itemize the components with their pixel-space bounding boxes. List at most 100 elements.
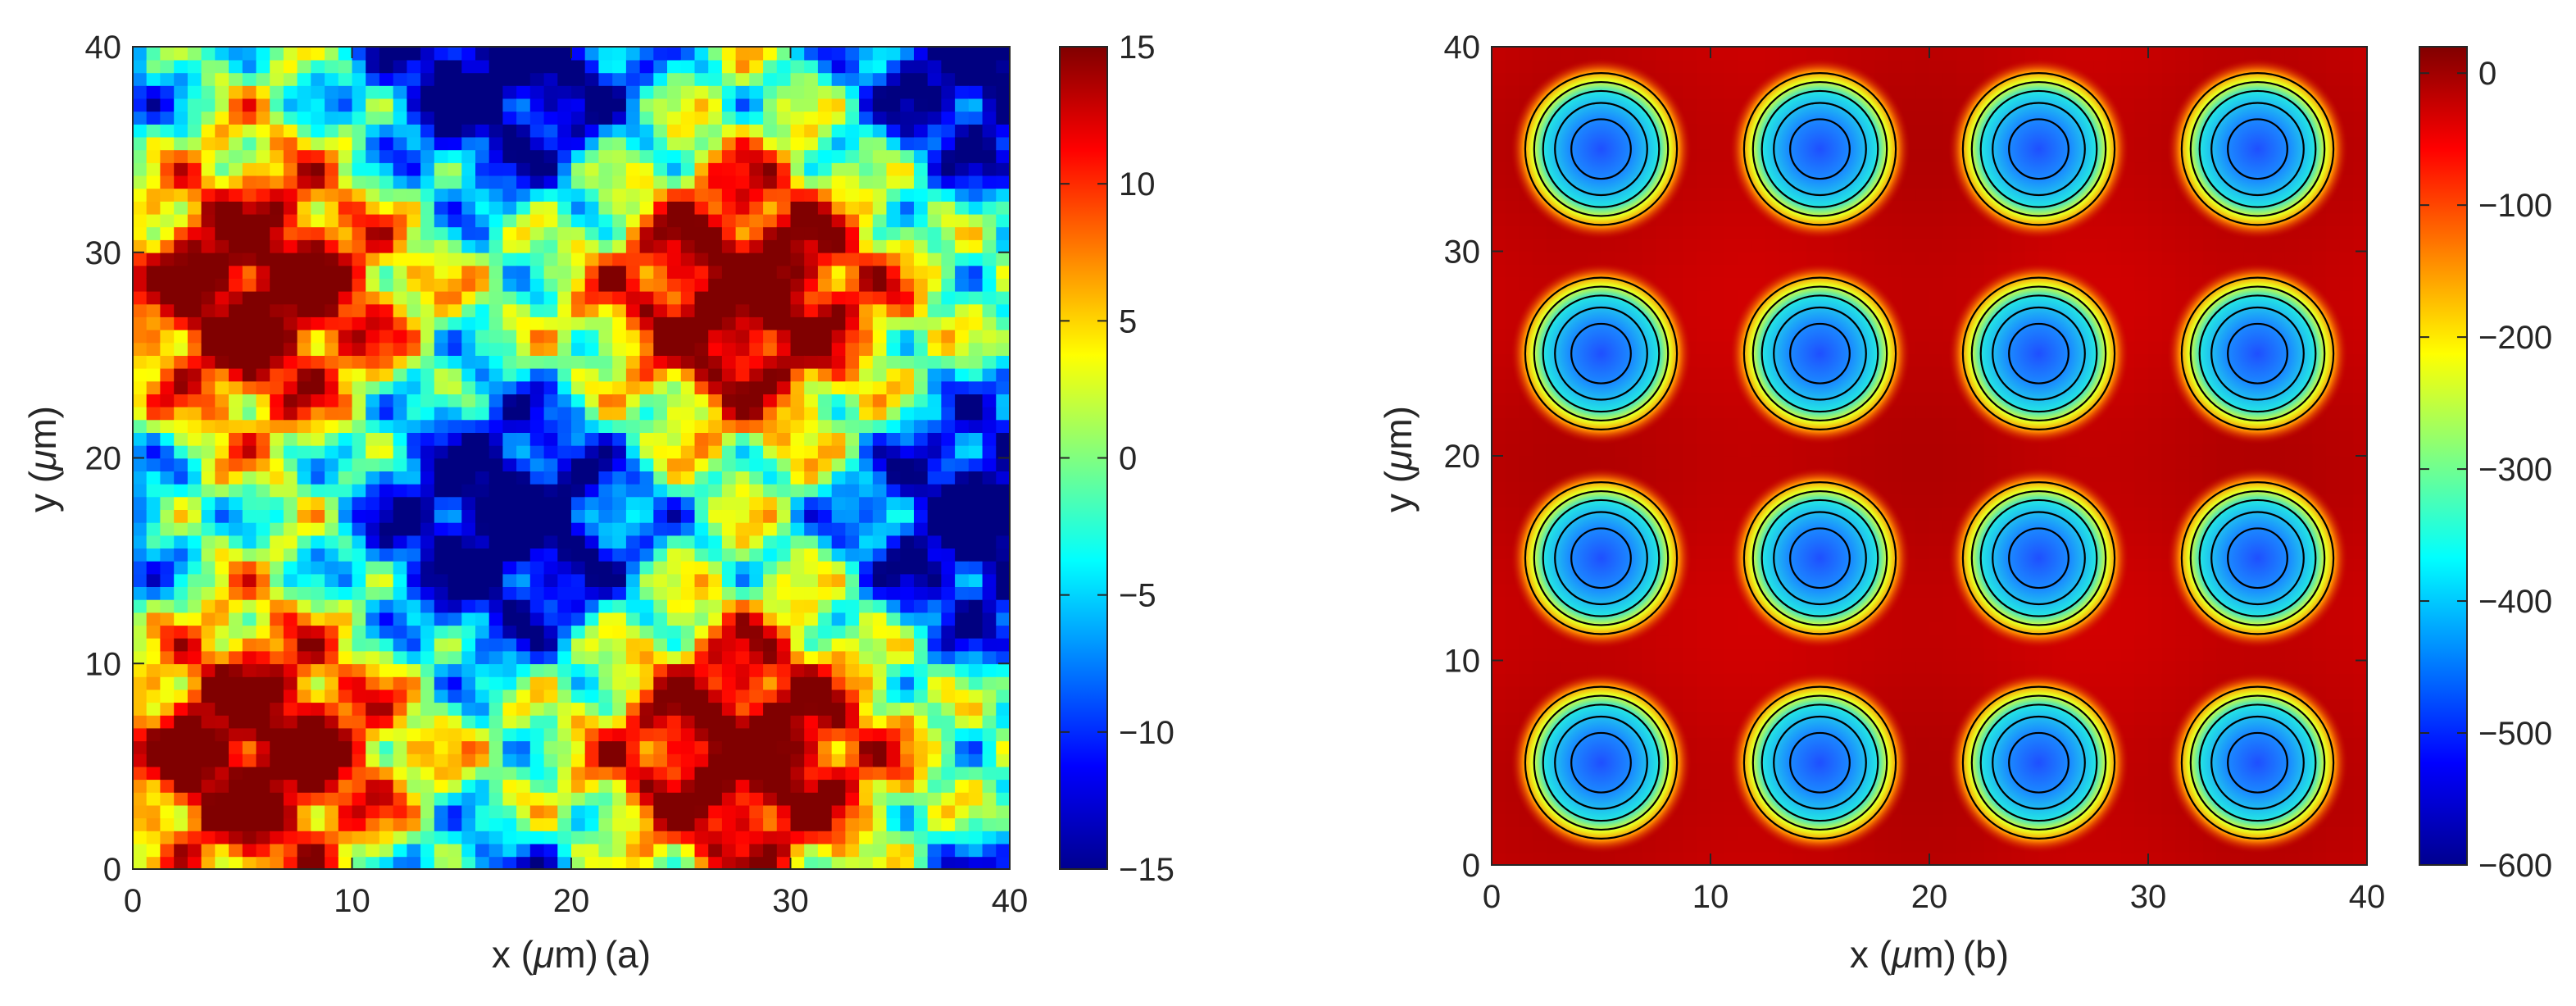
heatmap-cell (1656, 47, 1670, 61)
heatmap-cell (763, 329, 778, 344)
heatmap-cell (900, 136, 915, 151)
heatmap-cell (735, 599, 751, 613)
heatmap-cell (708, 753, 723, 767)
heatmap-cell (571, 817, 586, 831)
heatmap-cell (393, 406, 408, 421)
heatmap-cell (598, 367, 613, 382)
heatmap-cell (927, 380, 943, 394)
heatmap-cell (256, 560, 270, 575)
heatmap-cell (160, 380, 175, 394)
heatmap-cell (845, 676, 860, 690)
heatmap-cell (927, 188, 943, 202)
heatmap-cell (325, 548, 339, 562)
heatmap-cell (502, 740, 517, 754)
heatmap-cell (557, 766, 572, 781)
heatmap-cell (448, 817, 462, 831)
heatmap-cell (776, 766, 792, 781)
heatmap-cell (708, 496, 723, 510)
heatmap-cell (1574, 443, 1588, 457)
heatmap-cell (174, 72, 189, 86)
heatmap-cell (475, 663, 490, 677)
heatmap-cell (804, 689, 819, 703)
heatmap-cell (529, 573, 545, 587)
heatmap-cell (543, 111, 559, 125)
heatmap-cell (379, 342, 394, 356)
heatmap-cell (845, 394, 860, 407)
heatmap-cell (461, 188, 476, 202)
heatmap-cell (667, 419, 682, 433)
heatmap-cell (229, 663, 243, 677)
heatmap-cell (407, 548, 421, 562)
heatmap-cell (817, 753, 833, 767)
heatmap-cell (872, 676, 888, 690)
heatmap-cell (721, 201, 737, 215)
heatmap-cell (996, 432, 1011, 446)
heatmap-cell (242, 278, 257, 292)
heatmap-cell (708, 444, 723, 459)
heatmap-cell (968, 817, 984, 831)
heatmap-cell (941, 265, 956, 279)
heatmap-cell (352, 419, 366, 433)
heatmap-cell (763, 663, 778, 677)
heatmap-cell (543, 560, 559, 575)
heatmap-cell (187, 329, 202, 344)
heatmap-cell (708, 612, 723, 626)
heatmap-cell (886, 740, 901, 754)
heatmap-cell (914, 831, 929, 844)
heatmap-cell (625, 59, 641, 74)
heatmap-cell (475, 714, 490, 729)
heatmap-cell (475, 766, 490, 781)
heatmap-cell (174, 702, 189, 716)
heatmap-cell (872, 471, 888, 485)
heatmap-cell (516, 265, 531, 279)
heatmap-cell (584, 98, 600, 112)
heatmap-cell (1492, 225, 1506, 239)
heatmap-cell (393, 85, 408, 99)
heatmap-cell (790, 714, 805, 729)
heatmap-cell (886, 535, 901, 549)
heatmap-cell (448, 290, 462, 305)
heatmap-cell (461, 702, 476, 716)
heatmap-cell (914, 406, 929, 421)
heatmap-cell (625, 226, 641, 240)
heatmap-cell (708, 779, 723, 793)
heatmap-cell (529, 85, 545, 99)
heatmap-cell (311, 689, 325, 703)
heatmap-cell (393, 444, 408, 459)
heatmap-cell (845, 444, 860, 459)
heatmap-cell (968, 162, 984, 176)
heatmap-cell (297, 59, 312, 74)
heatmap-cell (215, 727, 229, 742)
heatmap-cell (680, 689, 696, 703)
heatmap-cell (338, 111, 353, 125)
heatmap-cell (872, 303, 888, 317)
heatmap-cell (982, 175, 997, 189)
heatmap-cell (174, 573, 189, 587)
heatmap-cell (639, 444, 655, 459)
heatmap-cell (776, 702, 792, 716)
heatmap-cell (133, 162, 148, 176)
heatmap-cell (968, 329, 984, 344)
heatmap-cell (571, 792, 586, 806)
heatmap-cell (955, 265, 970, 279)
heatmap-cell (146, 676, 161, 690)
heatmap-cell (434, 290, 449, 305)
heatmap-cell (680, 779, 696, 793)
heatmap-cell (543, 509, 559, 523)
heatmap-cell (804, 471, 819, 485)
heatmap-cell (584, 47, 600, 61)
heatmap-cell (708, 175, 723, 189)
heatmap-cell (776, 457, 792, 471)
heatmap-cell (763, 689, 778, 703)
heatmap-cell (598, 303, 613, 317)
heatmap-cell (968, 471, 984, 485)
heatmap-cell (584, 766, 600, 781)
heatmap-cell (461, 740, 476, 754)
heatmap-cell (749, 419, 764, 433)
heatmap-cell (461, 792, 476, 806)
heatmap-cell (1533, 225, 1547, 239)
heatmap-cell (366, 72, 380, 86)
heatmap-cell (694, 792, 709, 806)
heatmap-cell (694, 201, 709, 215)
heatmap-cell (1492, 852, 1506, 866)
